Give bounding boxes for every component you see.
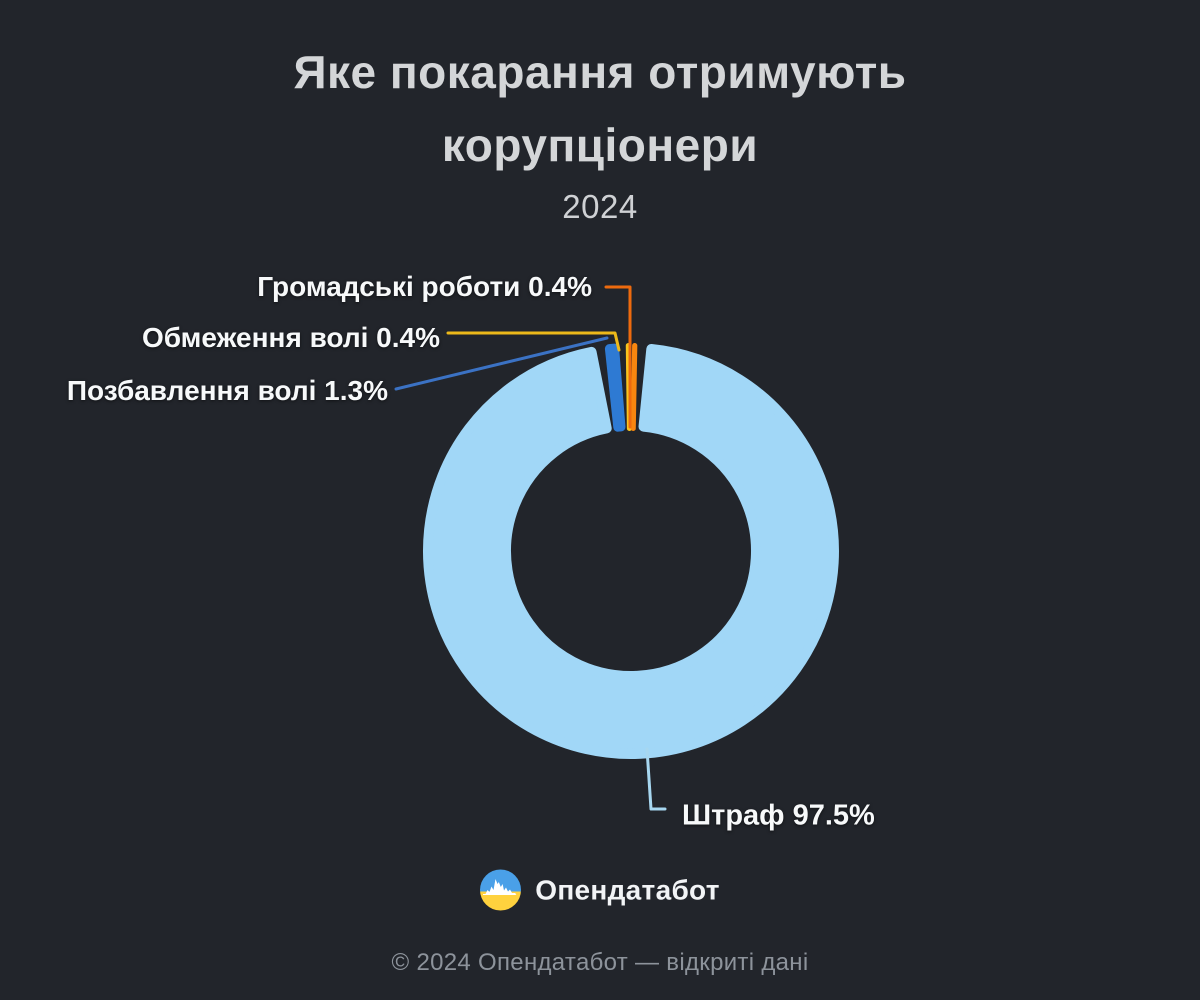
callout-obmezhennia-voli: Обмеження волі 0.4% [141,322,440,353]
leader-line-1 [394,336,609,391]
page-title-line2: корупціонери [441,119,759,171]
callout-shtraf: Штраф 97.5% [682,799,875,832]
donut-segment-0 [423,344,839,759]
page-subtitle-year: 2024 [562,188,638,225]
callout-pozbavlennia-voli: Позбавлення волі 1.3% [66,375,388,406]
donut-segment-1 [604,343,626,432]
leader-line-3 [604,285,632,429]
leader-line-0 [645,747,667,811]
opendatabot-logo: Опендатабот [0,869,1200,911]
donut-segment-3 [630,343,638,432]
opendatabot-logo-icon [480,869,522,911]
pulse-skyline-icon [483,879,517,895]
leader-line-2 [446,331,621,352]
footer-copyright: © 2024 Опендатабот — відкриті дані [391,949,809,976]
callout-hromadski-roboty: Громадські роботи 0.4% [257,271,592,302]
page-title-line1: Яке покарання отримують [293,46,907,98]
opendatabot-logo-text: Опендатабот [535,874,720,905]
